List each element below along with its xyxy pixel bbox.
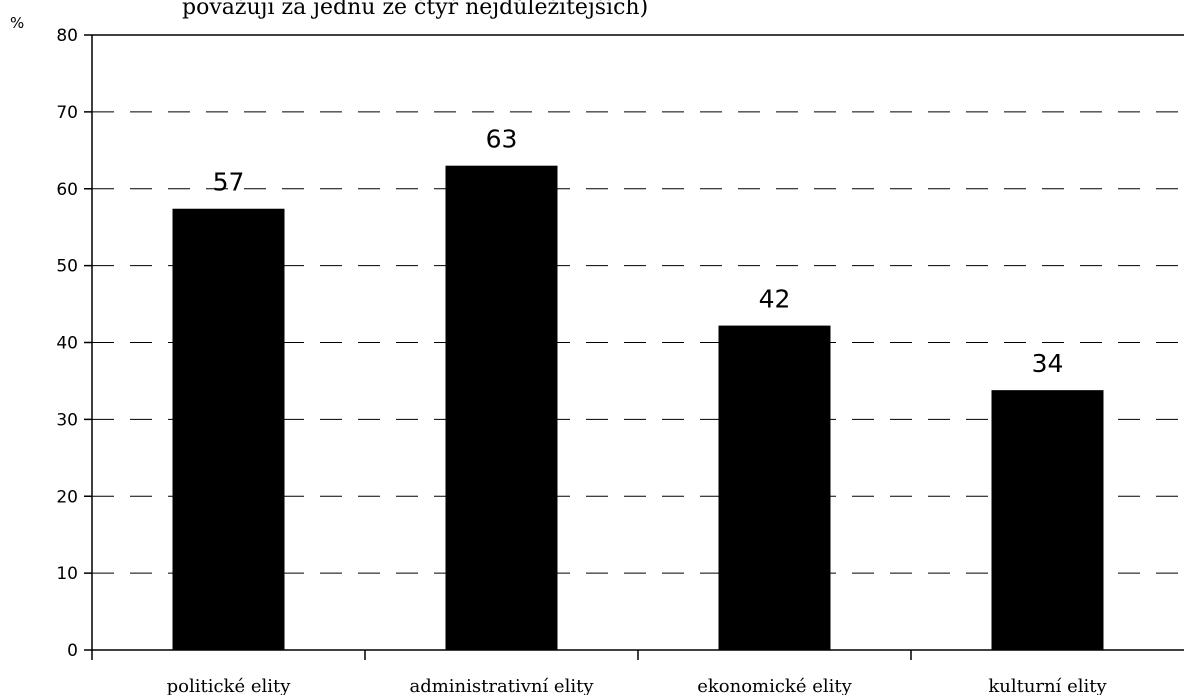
y-axis-unit: % xyxy=(10,14,24,32)
y-tick-label-50: 50 xyxy=(56,257,78,277)
bar-value-labels: 57 63 42 34 xyxy=(213,125,1064,378)
bar-1 xyxy=(172,208,285,651)
bar-3 xyxy=(718,325,831,650)
y-axis-ticks: 0 10 20 30 40 50 60 70 80 xyxy=(56,26,92,661)
y-tick-label-70: 70 xyxy=(56,103,78,123)
y-tick-label-0: 0 xyxy=(67,641,78,661)
y-tick-label-40: 40 xyxy=(56,334,78,354)
bar-value-label-4: 34 xyxy=(1032,349,1064,378)
x-tick-label-4: kulturní elity xyxy=(988,676,1107,695)
bar-value-label-2: 63 xyxy=(486,125,518,154)
y-tick-label-60: 60 xyxy=(56,180,78,200)
bar-value-label-1: 57 xyxy=(213,168,245,197)
y-tick-label-30: 30 xyxy=(56,410,78,430)
y-tick-label-80: 80 xyxy=(56,26,78,46)
bar-4 xyxy=(991,390,1104,650)
y-tick-label-10: 10 xyxy=(56,564,78,584)
chart-title: považuji za jednu ze čtyř nejdůležitější… xyxy=(182,0,648,20)
y-tick-label-20: 20 xyxy=(56,487,78,507)
bar-value-label-3: 42 xyxy=(759,285,791,314)
x-tick-label-1: politické elity xyxy=(167,676,292,695)
x-axis-ticks: politické elity administrativní elity ekon… xyxy=(167,650,1107,695)
x-tick-label-2: administrativní elity xyxy=(409,676,594,695)
bar-2 xyxy=(445,165,558,650)
gridlines xyxy=(92,111,1184,574)
x-tick-label-3: ekonomické elity xyxy=(697,676,852,695)
bars xyxy=(172,165,1104,651)
